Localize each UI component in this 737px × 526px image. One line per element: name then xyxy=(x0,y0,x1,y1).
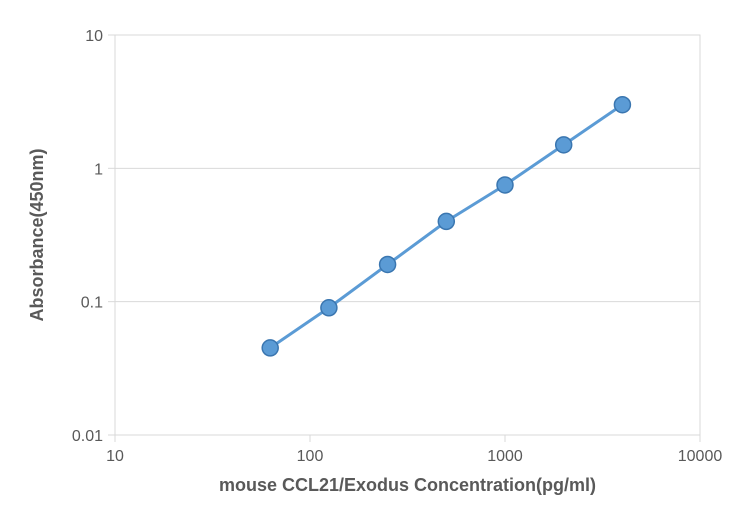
chart-container: 10 100 1000 10000 0.01 0.1 1 10 mouse CCL21/Exod… xyxy=(0,0,737,526)
y-axis-label: Absorbance(450nm) xyxy=(27,148,47,321)
data-point xyxy=(438,213,454,229)
chart-svg: 10 100 1000 10000 0.01 0.1 1 10 mouse CCL21/Exod… xyxy=(0,0,737,526)
y-tick-label: 0.01 xyxy=(72,428,103,445)
y-tick-label: 1 xyxy=(94,161,103,178)
x-tick-label: 10 xyxy=(106,448,124,465)
data-point xyxy=(380,256,396,272)
data-point xyxy=(556,137,572,153)
y-tick-label: 0.1 xyxy=(81,295,103,312)
x-tick-label: 100 xyxy=(297,448,324,465)
x-axis-label: mouse CCL21/Exodus Concentration(pg/ml) xyxy=(219,475,596,495)
x-tick-label: 10000 xyxy=(678,448,723,465)
data-point xyxy=(321,300,337,316)
y-tick-label: 10 xyxy=(85,28,103,45)
x-tick-label: 1000 xyxy=(487,448,523,465)
data-point xyxy=(614,97,630,113)
data-point xyxy=(262,340,278,356)
data-point xyxy=(497,177,513,193)
